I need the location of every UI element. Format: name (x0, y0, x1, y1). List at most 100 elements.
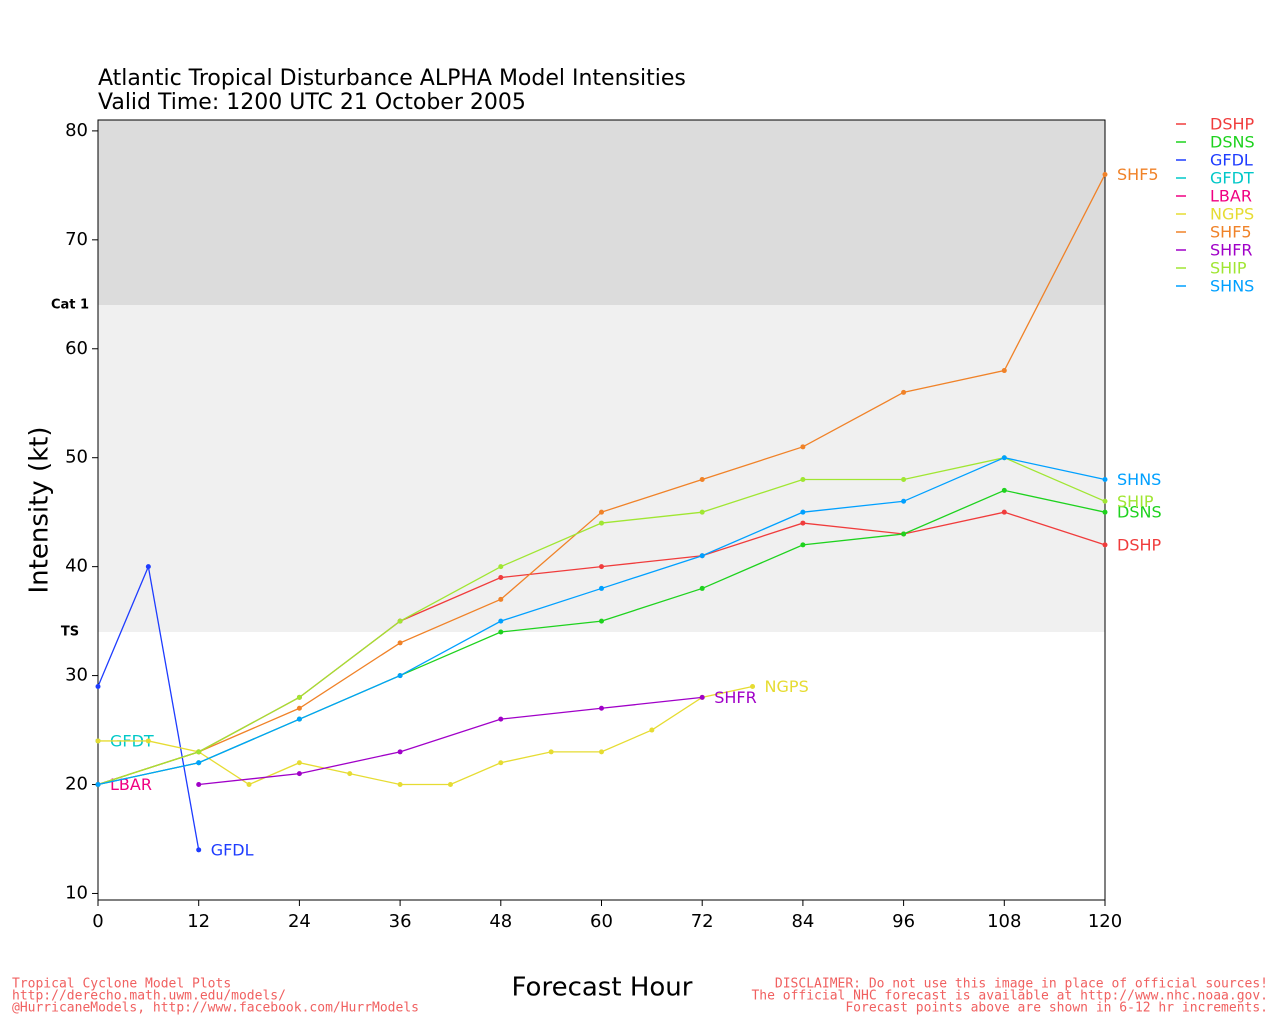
x-tick-label: 24 (288, 911, 311, 932)
end-label: SHIP (1117, 492, 1154, 511)
data-point (95, 782, 101, 788)
data-point (498, 564, 504, 570)
legend-label: DSNS (1210, 133, 1255, 152)
legend-label: SHF5 (1210, 223, 1252, 242)
data-point (397, 673, 403, 679)
band-label: Cat 1 (51, 298, 89, 313)
x-tick-label: 48 (489, 911, 512, 932)
data-point (246, 782, 252, 788)
band-label: TS (61, 625, 79, 640)
data-point (447, 782, 453, 788)
data-point (548, 749, 554, 755)
intensity-band (98, 305, 1105, 633)
data-point (1102, 542, 1108, 548)
legend-label: SHFR (1210, 241, 1253, 260)
data-point (901, 389, 907, 395)
data-point (296, 716, 302, 722)
data-point (800, 542, 806, 548)
data-point (498, 760, 504, 766)
series-line (198, 696, 703, 786)
data-point (498, 596, 504, 602)
x-tick-label: 60 (590, 911, 613, 932)
y-tick-label: 50 (65, 447, 88, 468)
legend-label: SHNS (1210, 277, 1254, 296)
data-point (1102, 509, 1108, 515)
data-point (95, 683, 101, 689)
end-label: SHFR (714, 688, 757, 707)
x-axis-label: Forecast Hour (512, 973, 693, 1003)
data-point (699, 509, 705, 515)
data-point (1001, 455, 1007, 461)
data-point (599, 705, 604, 711)
data-point (800, 444, 806, 450)
data-point (196, 847, 202, 853)
data-point (599, 509, 604, 515)
data-point (649, 727, 655, 733)
data-point (699, 553, 705, 559)
data-point (397, 618, 403, 624)
legend-label: DSHP (1210, 115, 1255, 134)
data-point (800, 520, 806, 526)
end-label: DSHP (1117, 535, 1162, 554)
data-point (347, 771, 353, 777)
data-point (145, 564, 151, 570)
data-point (498, 716, 504, 722)
end-label: SHF5 (1117, 165, 1159, 184)
data-point (498, 629, 504, 635)
data-point (750, 683, 756, 689)
legend-label: GFDT (1210, 169, 1254, 188)
chart-subtitle: Valid Time: 1200 UTC 21 October 2005 (98, 90, 526, 115)
chart-title: Atlantic Tropical Disturbance ALPHA Mode… (98, 66, 686, 91)
data-point (901, 498, 907, 504)
data-point (599, 520, 604, 526)
legend-label: SHIP (1210, 259, 1247, 278)
footer-left: @HurricaneModels, http://www.facebook.co… (12, 1001, 419, 1016)
data-point (699, 476, 705, 482)
data-point (1102, 476, 1108, 482)
series-line (98, 685, 753, 786)
data-point (599, 618, 604, 624)
x-tick-label: 108 (987, 911, 1021, 932)
x-tick-label: 36 (389, 911, 412, 932)
y-axis-label: Intensity (kt) (25, 427, 55, 594)
data-point (599, 585, 604, 591)
data-point (1001, 509, 1007, 515)
x-tick-label: 72 (691, 911, 714, 932)
data-point (699, 585, 705, 591)
data-point (196, 749, 202, 755)
data-point (296, 705, 302, 711)
data-point (498, 575, 504, 581)
data-point (296, 771, 302, 777)
data-point (800, 476, 806, 482)
data-point (296, 694, 302, 700)
y-tick-label: 20 (65, 774, 88, 795)
data-point (599, 749, 604, 755)
end-label: NGPS (765, 677, 809, 696)
x-tick-label: 84 (791, 911, 814, 932)
data-point (145, 738, 151, 744)
footer-left: Tropical Cyclone Model Plots (12, 977, 231, 992)
y-tick-label: 30 (65, 665, 88, 686)
end-label: GFDL (211, 840, 254, 859)
data-point (800, 509, 806, 515)
x-tick-label: 96 (892, 911, 915, 932)
x-tick-label: 120 (1088, 911, 1122, 932)
data-point (1102, 498, 1108, 504)
footer-right: Forecast points above are shown in 6-12 … (845, 1001, 1268, 1016)
data-point (397, 749, 403, 755)
data-point (1102, 171, 1108, 177)
y-tick-label: 70 (65, 229, 88, 250)
end-label: SHNS (1117, 470, 1161, 489)
x-tick-label: 0 (92, 911, 103, 932)
data-point (397, 782, 403, 788)
footer-right: The official NHC forecast is available a… (751, 989, 1268, 1004)
y-tick-label: 10 (65, 882, 88, 903)
legend-label: GFDL (1210, 151, 1253, 170)
data-point (95, 738, 101, 744)
data-point (901, 476, 907, 482)
data-point (699, 694, 705, 700)
data-point (1001, 368, 1007, 374)
y-tick-label: 60 (65, 338, 88, 359)
